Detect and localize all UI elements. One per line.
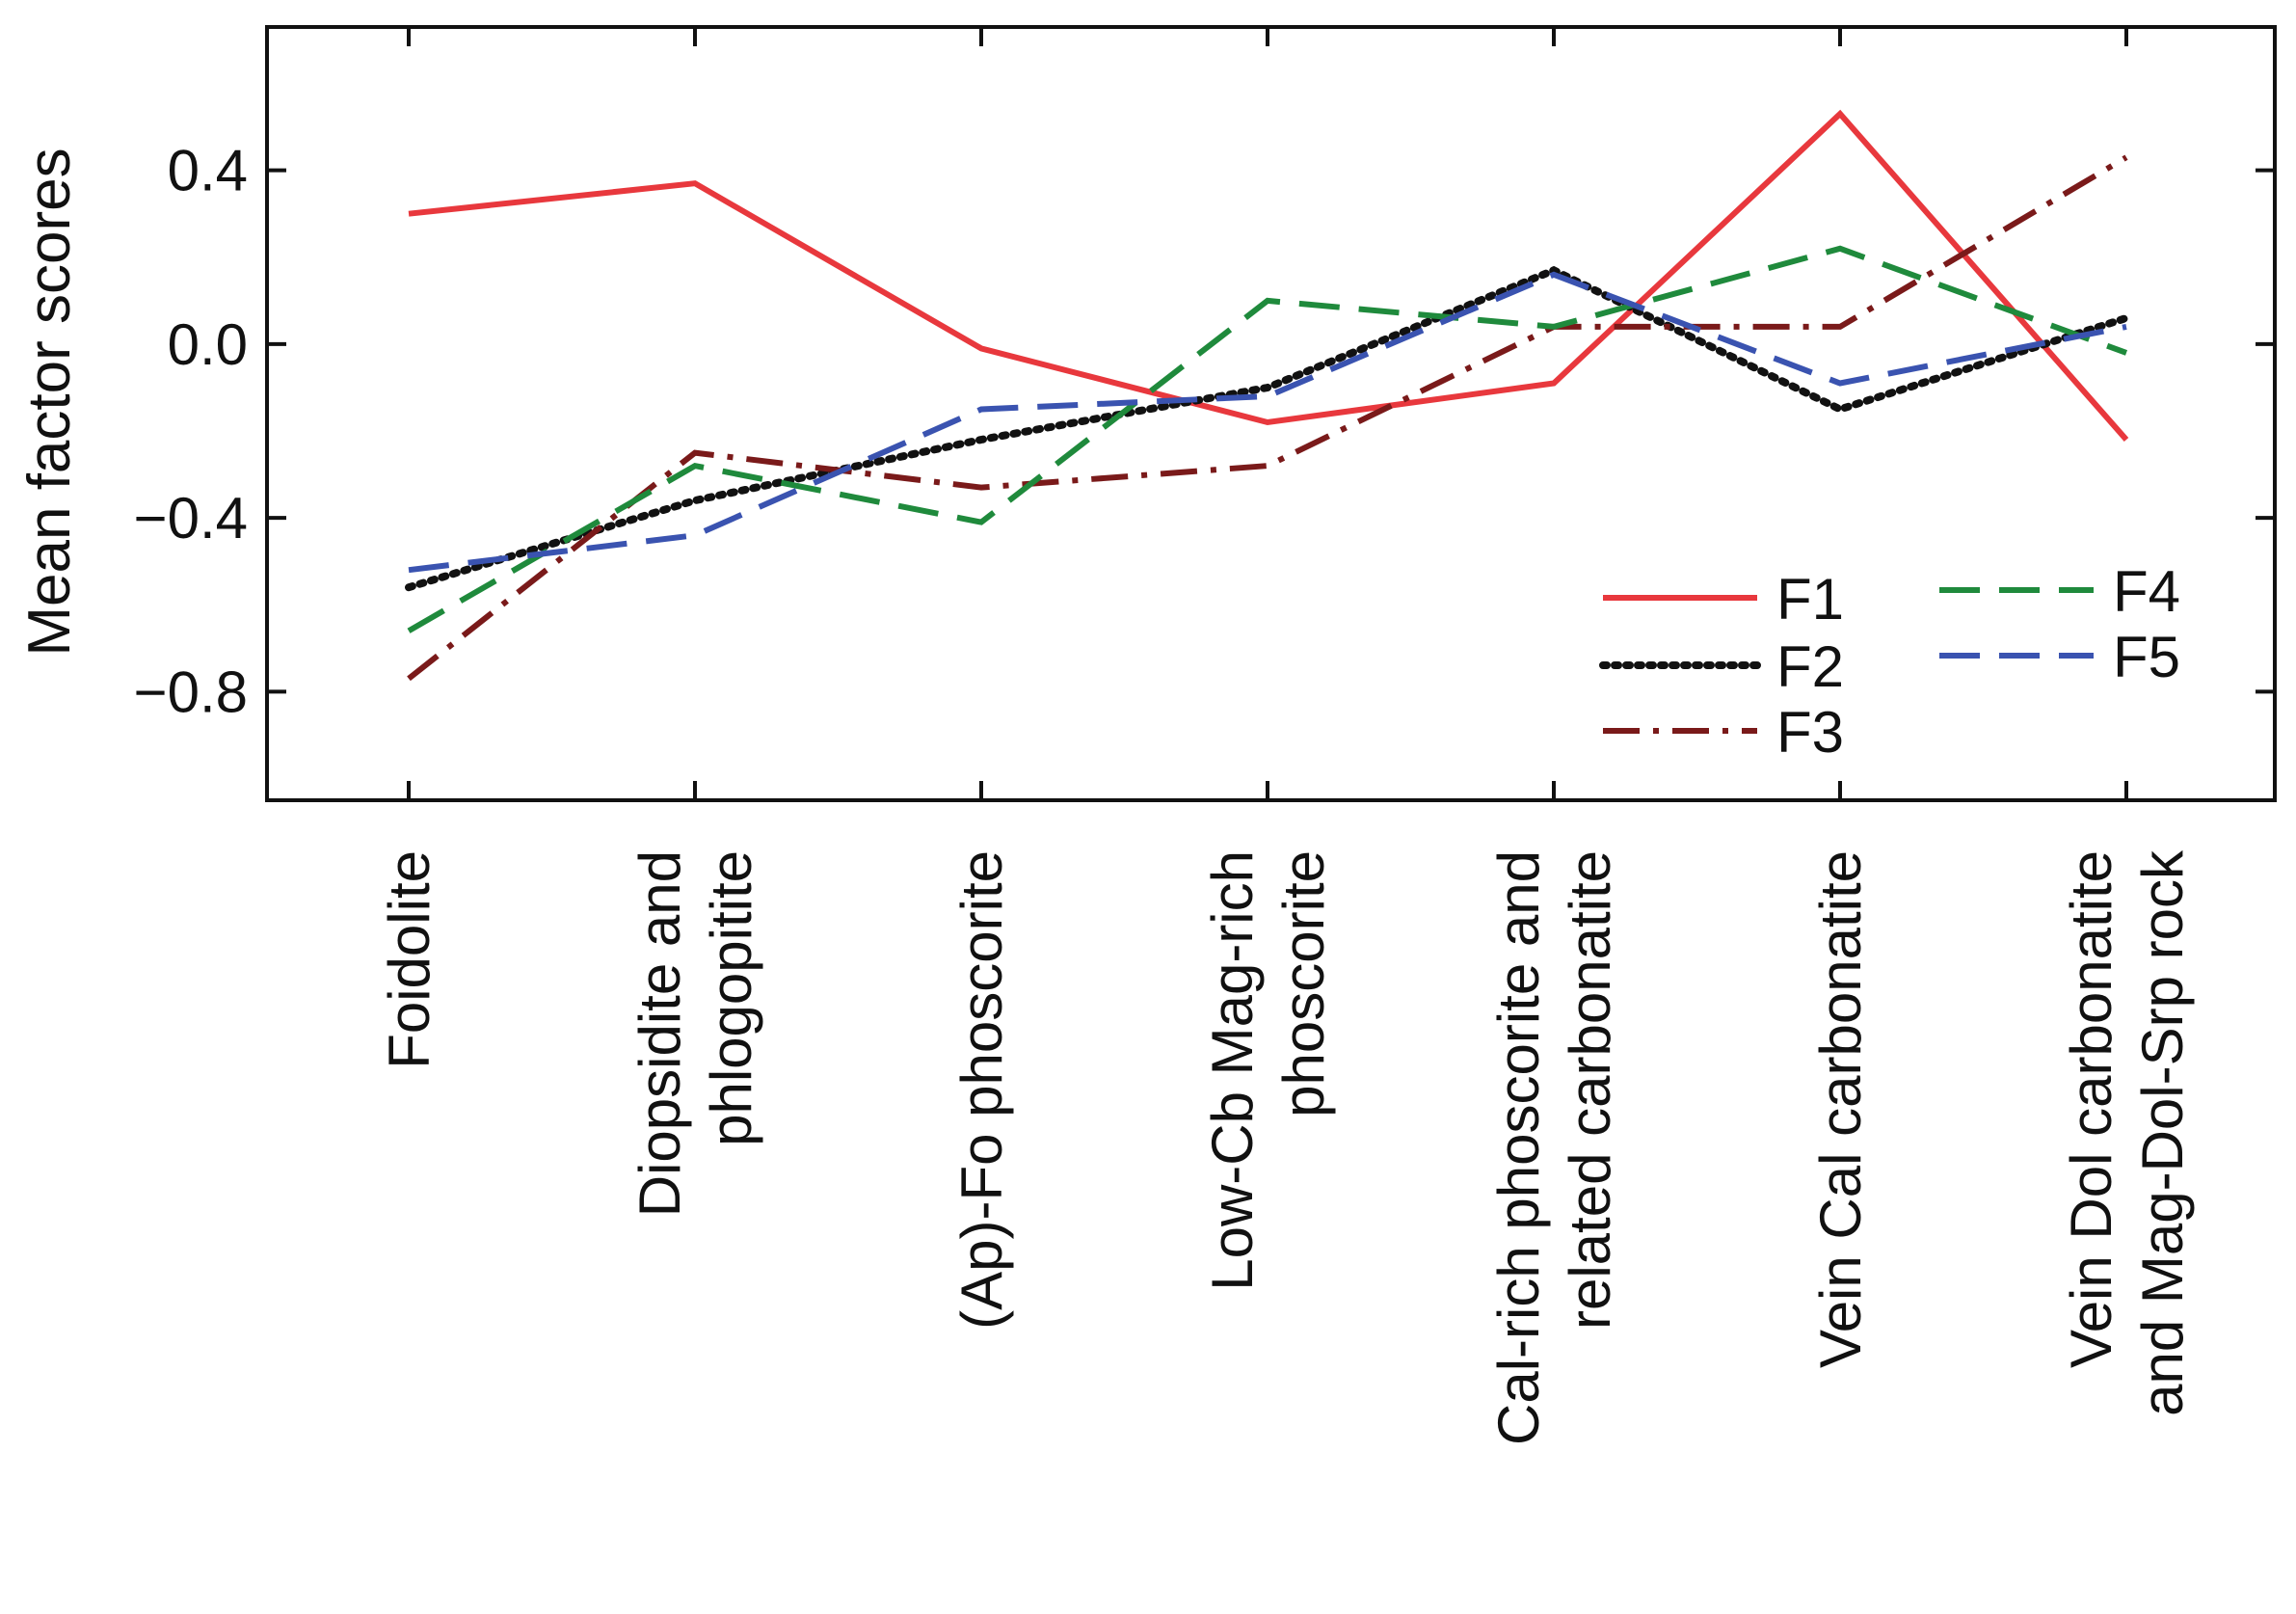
legend-label-f1: F1 xyxy=(1776,567,1844,632)
series-layer xyxy=(405,109,2130,682)
x-category-label: and Mag-Dol-Srp rock xyxy=(2130,849,2195,1416)
legend-label-f2: F2 xyxy=(1776,634,1844,699)
y-tick-label: −0.8 xyxy=(134,659,248,724)
x-category-label: phlogopitite xyxy=(699,850,763,1146)
y-axis-title: Mean factor scores xyxy=(16,148,83,656)
plot-frame-layer xyxy=(265,25,2277,802)
series-line-f1 xyxy=(408,109,2129,442)
plot-frame xyxy=(265,25,2277,802)
x-category-label: Low-Cb Mag-rich xyxy=(1200,850,1265,1291)
x-category-label: (Ap)-Fo phoscorite xyxy=(949,850,1014,1330)
series-line-f3 xyxy=(407,154,2128,682)
x-category-label: Foidolite xyxy=(377,850,441,1069)
y-axis: −0.8 −0.4 0.0 0.4 xyxy=(134,139,2275,724)
legend-label-f5: F5 xyxy=(2113,625,2180,689)
x-category-label: Cal-rich phoscorite and xyxy=(1486,850,1551,1445)
x-category-label: Vein Dol carbonatite xyxy=(2059,850,2123,1368)
x-axis: Foidolite Diopsidite and phlogopitite (Ap)-… xyxy=(377,27,2195,1445)
legend-label-f3: F3 xyxy=(1776,700,1844,765)
series-line-f5 xyxy=(408,271,2127,574)
legend-label-f4: F4 xyxy=(2113,559,2180,624)
y-tick-label: 0.0 xyxy=(168,312,248,377)
x-category-label: phoscorite xyxy=(1271,850,1336,1117)
y-tick-label: 0.4 xyxy=(168,139,248,203)
series-line-f2 xyxy=(405,265,2130,592)
x-category-label: Vein Cal carbonatite xyxy=(1808,850,1873,1368)
x-category-label: Diopsidite and xyxy=(627,850,692,1217)
x-category-label: related carbonatite xyxy=(1558,850,1622,1330)
series-line-f4 xyxy=(407,245,2128,633)
y-tick-label: −0.4 xyxy=(134,486,248,551)
